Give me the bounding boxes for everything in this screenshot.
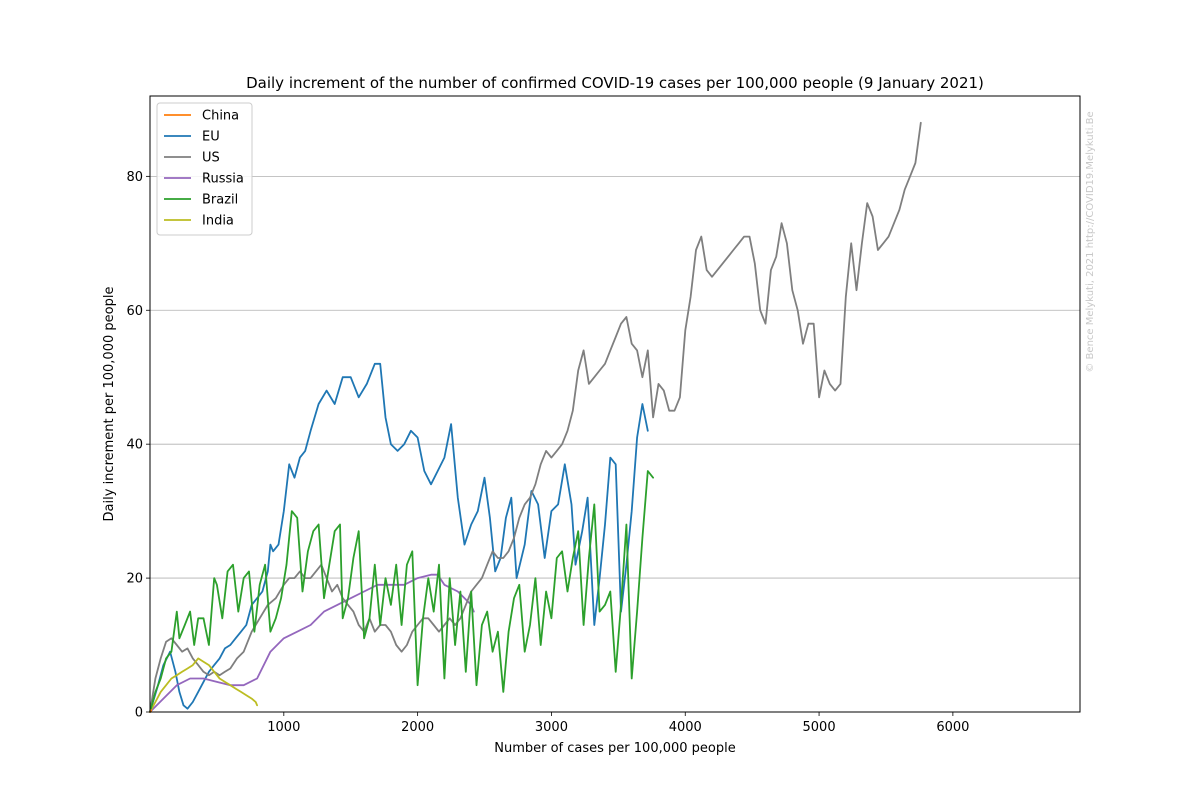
y-tick-label: 0 — [135, 706, 143, 721]
x-tick-label: 5000 — [803, 720, 836, 735]
axis-ticks: 0 20 40 60 80 1000 2000 3000 4000 5000 6000 — [126, 170, 969, 735]
y-tick-label: 20 — [126, 572, 143, 587]
legend-label-eu: EU — [202, 130, 220, 145]
y-tick-label: 80 — [126, 170, 143, 185]
legend-label-china: China — [202, 109, 239, 124]
legend-label-us: US — [202, 151, 220, 166]
legend-label-russia: Russia — [202, 172, 244, 187]
x-tick-label: 2000 — [401, 720, 434, 735]
legend-label-india: India — [202, 214, 234, 229]
y-tick-label: 40 — [126, 438, 143, 453]
x-tick-label: 1000 — [267, 720, 300, 735]
x-axis-label: Number of cases per 100,000 people — [494, 741, 736, 756]
legend-label-brazil: Brazil — [202, 193, 238, 208]
x-tick-label: 6000 — [936, 720, 969, 735]
series-line-eu — [149, 362, 649, 713]
x-tick-label: 4000 — [669, 720, 702, 735]
series-line-brazil — [149, 470, 654, 713]
series-lines — [149, 121, 922, 713]
plot-frame — [149, 95, 1081, 713]
legend: China EU US Russia Brazil India — [156, 102, 253, 236]
series-line-india — [149, 657, 259, 713]
y-tick-label: 60 — [126, 304, 143, 319]
chart-title: Daily increment of the number of confirm… — [246, 74, 984, 92]
x-tick-label: 3000 — [535, 720, 568, 735]
watermark: © Bence Melykuti, 2021 http://COVID19.Me… — [1085, 111, 1096, 372]
series-line-russia — [149, 573, 475, 713]
series-line-us — [149, 121, 922, 713]
y-axis-label: Daily increment per 100,000 people — [102, 287, 117, 522]
